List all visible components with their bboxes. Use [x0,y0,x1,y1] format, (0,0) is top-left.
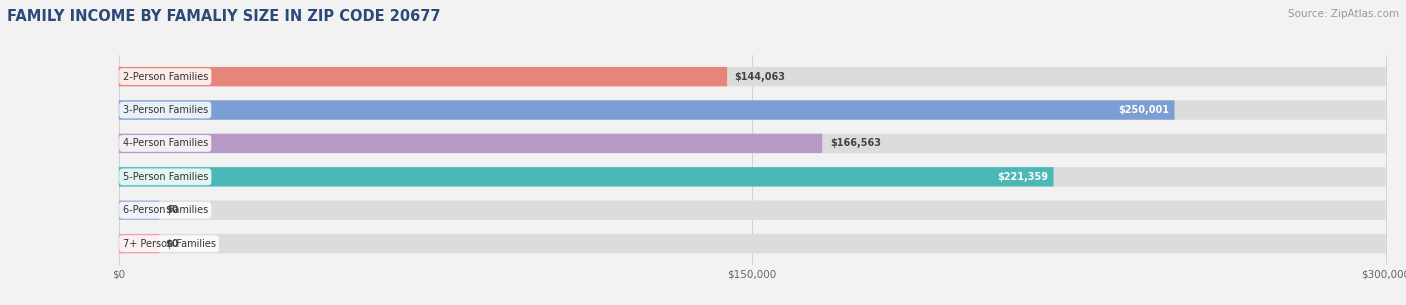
Text: $221,359: $221,359 [997,172,1049,182]
Text: $166,563: $166,563 [830,138,880,149]
FancyBboxPatch shape [120,234,159,253]
Text: 5-Person Families: 5-Person Families [122,172,208,182]
FancyBboxPatch shape [120,201,159,220]
FancyBboxPatch shape [120,134,1385,153]
FancyBboxPatch shape [120,167,1385,187]
Text: Source: ZipAtlas.com: Source: ZipAtlas.com [1288,9,1399,19]
Text: $250,001: $250,001 [1118,105,1170,115]
FancyBboxPatch shape [120,100,1174,120]
Text: 4-Person Families: 4-Person Families [122,138,208,149]
Text: $0: $0 [166,239,179,249]
FancyBboxPatch shape [120,67,727,86]
Text: $0: $0 [166,205,179,215]
FancyBboxPatch shape [120,67,1385,86]
Text: 7+ Person Families: 7+ Person Families [122,239,215,249]
FancyBboxPatch shape [120,201,1385,220]
FancyBboxPatch shape [120,100,1385,120]
Text: 3-Person Families: 3-Person Families [122,105,208,115]
Text: FAMILY INCOME BY FAMALIY SIZE IN ZIP CODE 20677: FAMILY INCOME BY FAMALIY SIZE IN ZIP COD… [7,9,440,24]
FancyBboxPatch shape [120,134,823,153]
FancyBboxPatch shape [120,167,1053,187]
Text: 6-Person Families: 6-Person Families [122,205,208,215]
FancyBboxPatch shape [120,234,1385,253]
Text: 2-Person Families: 2-Person Families [122,72,208,82]
Text: $144,063: $144,063 [735,72,786,82]
